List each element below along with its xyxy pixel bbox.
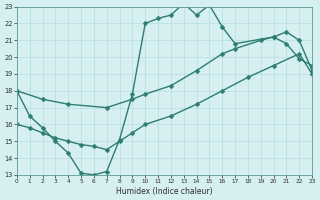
X-axis label: Humidex (Indice chaleur): Humidex (Indice chaleur) (116, 187, 213, 196)
